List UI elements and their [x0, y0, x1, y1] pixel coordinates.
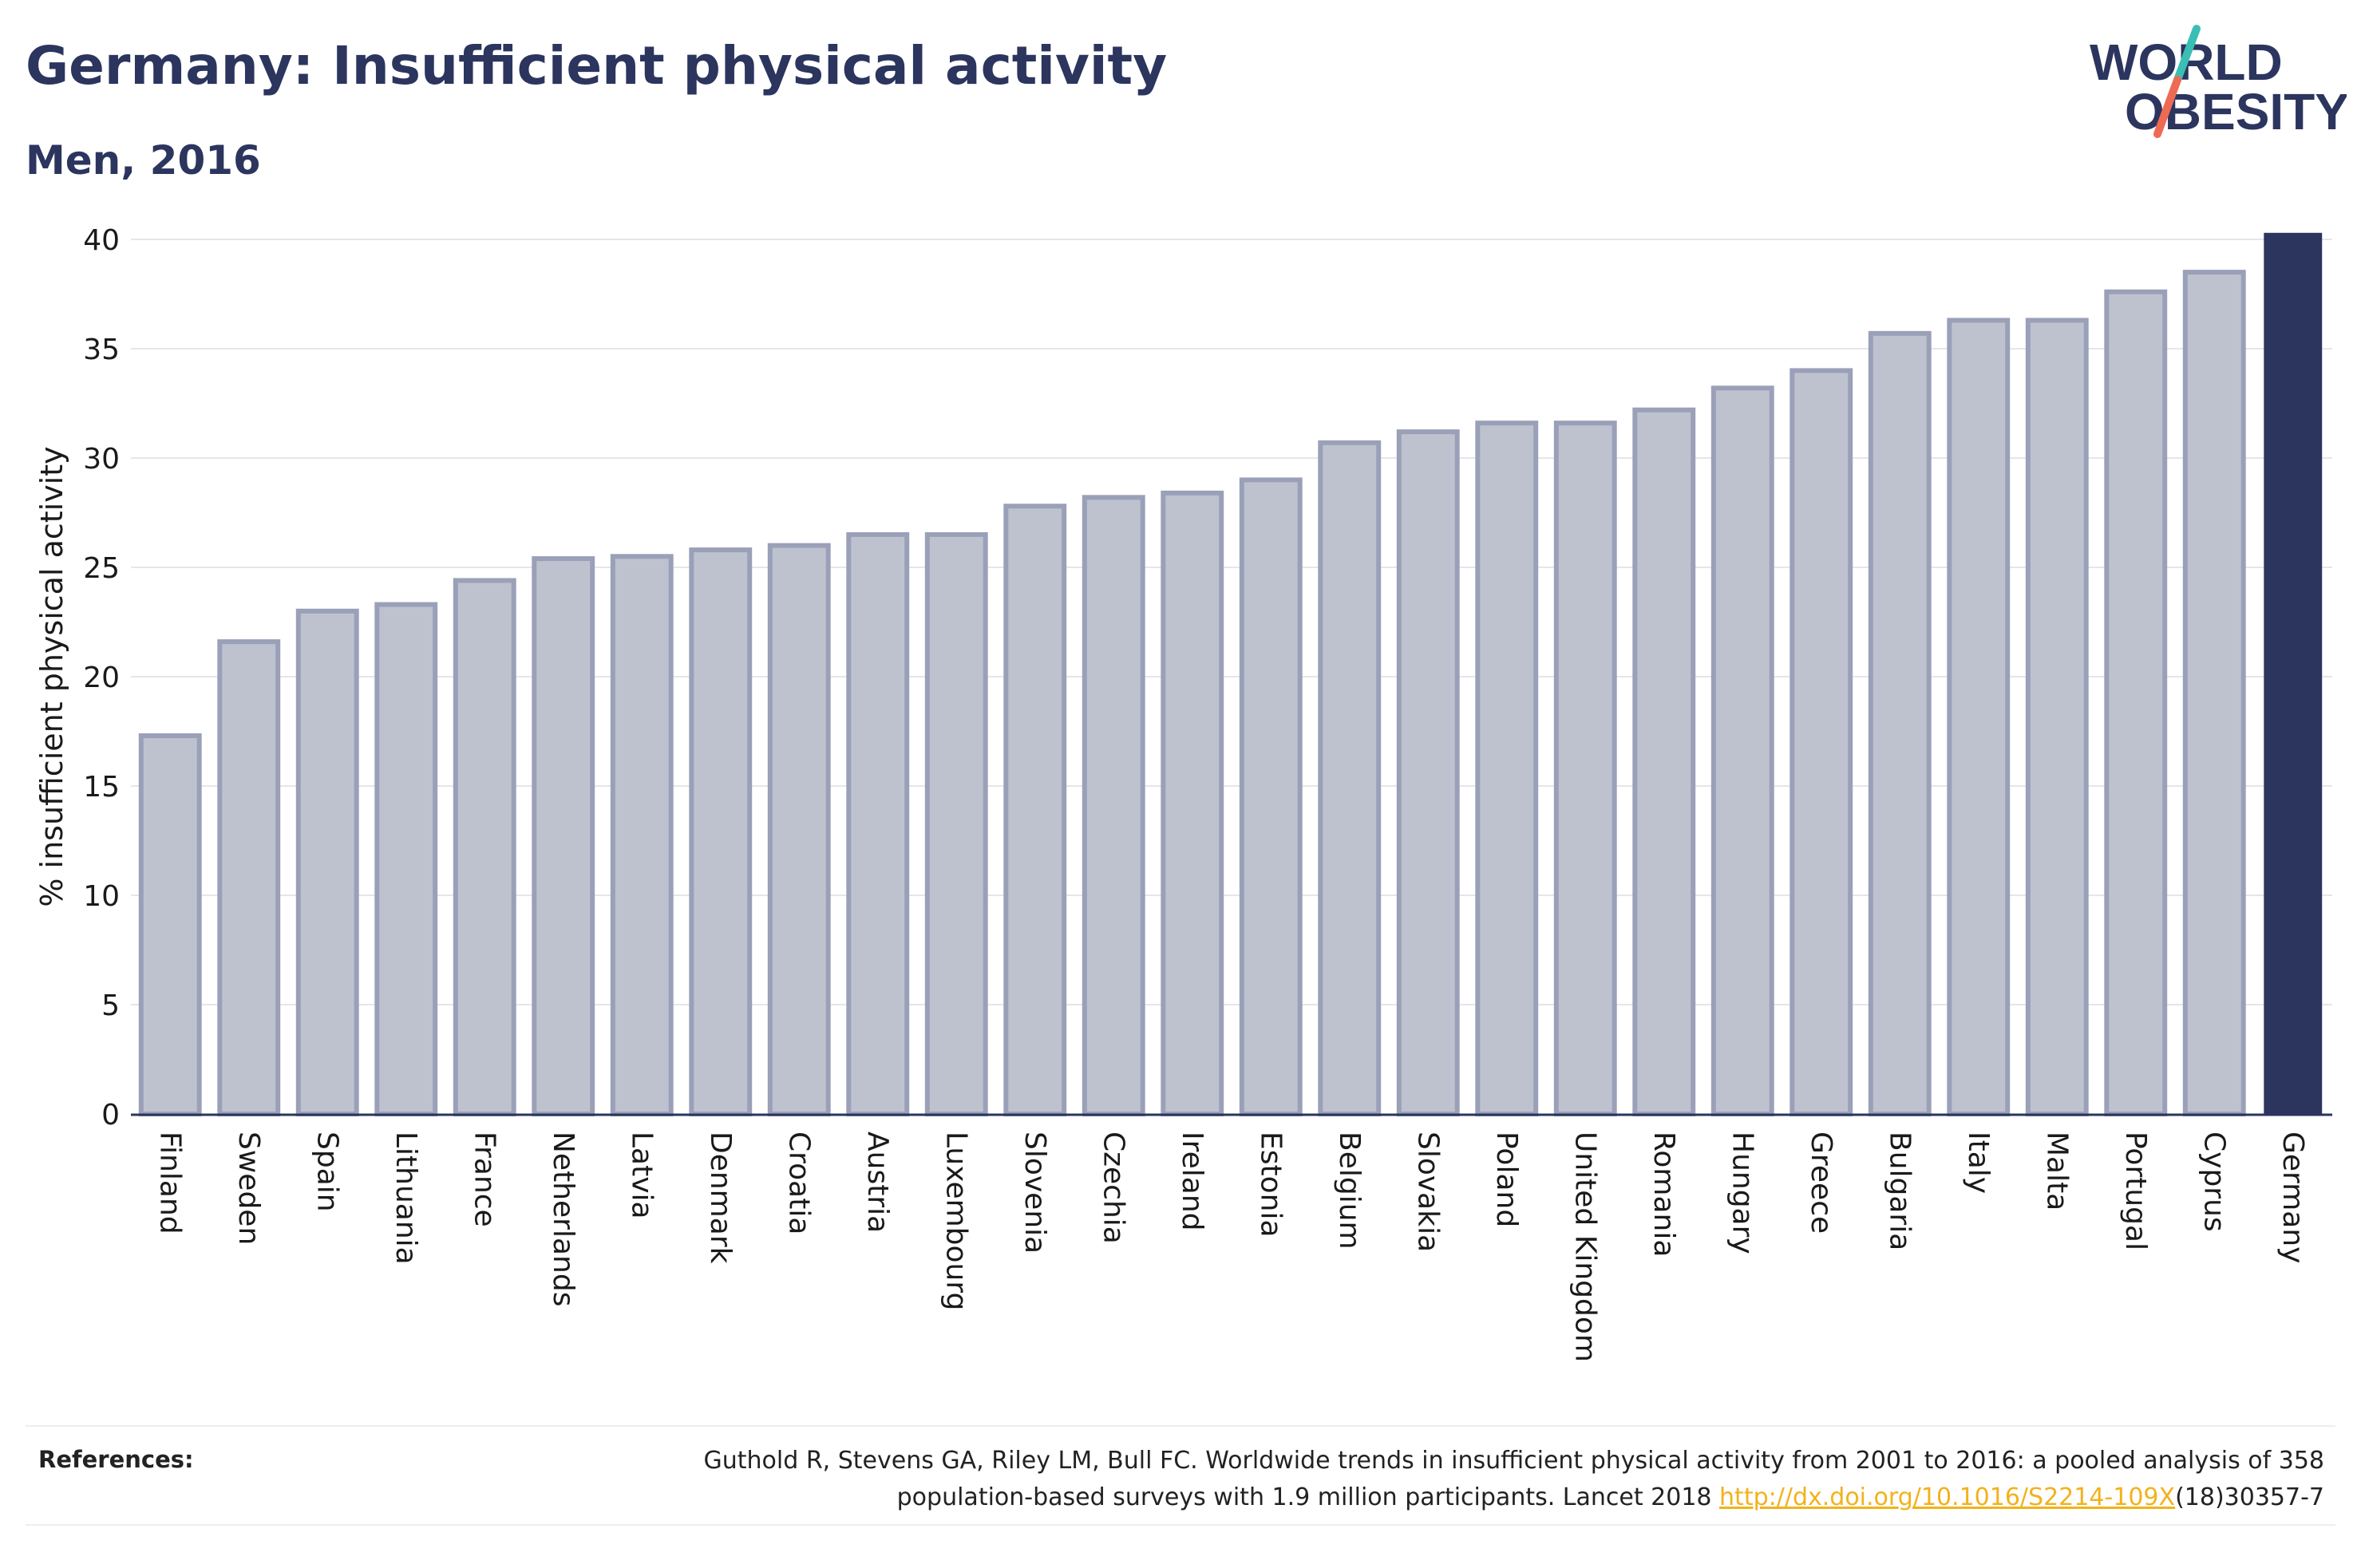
- y-tick-label: 35: [83, 334, 120, 366]
- y-tick-label: 20: [83, 662, 120, 694]
- bar-cyprus: [2182, 270, 2246, 1117]
- x-tick-label: Slovenia: [1018, 1132, 1051, 1254]
- x-tick-label: Cyprus: [2197, 1132, 2230, 1232]
- bar-spain: [295, 608, 359, 1116]
- y-tick-label: 10: [83, 880, 120, 913]
- bars: [138, 232, 2323, 1117]
- references-label: References:: [38, 1446, 194, 1473]
- bar-netherlands: [532, 556, 595, 1116]
- bar-slovenia: [1003, 504, 1067, 1116]
- bar-latvia: [610, 554, 674, 1116]
- x-tick-label: Poland: [1490, 1132, 1523, 1227]
- bar-czechia: [1082, 495, 1145, 1116]
- x-tick-label: Luxembourg: [939, 1132, 972, 1310]
- logo-slash-bottom: [2153, 76, 2181, 138]
- bar-sweden: [217, 639, 281, 1116]
- bar-portugal: [2104, 289, 2168, 1116]
- x-tick-label: Lithuania: [390, 1132, 422, 1265]
- bar-estonia: [1239, 477, 1303, 1116]
- x-tick-label: Denmark: [704, 1132, 737, 1264]
- y-tick-label: 30: [83, 443, 120, 476]
- bar-croatia: [767, 543, 831, 1116]
- bar-lithuania: [374, 602, 438, 1116]
- x-tick-label: Slovakia: [1411, 1132, 1444, 1252]
- references-line-2: population-based surveys with 1.9 millio…: [896, 1483, 1720, 1511]
- x-tick-label: Finland: [153, 1132, 186, 1234]
- bar-italy: [1947, 318, 2011, 1116]
- bar-hungary: [1710, 385, 1774, 1116]
- y-tick-label: 25: [83, 552, 120, 585]
- x-tick-label: Malta: [2040, 1132, 2073, 1211]
- x-tick-label: Sweden: [232, 1132, 265, 1245]
- bar-poland: [1475, 421, 1539, 1116]
- x-tick-label: United Kingdom: [1568, 1132, 1601, 1362]
- x-tick-label: Hungary: [1726, 1132, 1758, 1254]
- bar-bulgaria: [1868, 330, 1932, 1116]
- footer-divider-top: [26, 1425, 2335, 1427]
- x-tick-label: Italy: [1962, 1132, 1995, 1194]
- bar-greece: [1790, 368, 1853, 1116]
- y-tick-label: 5: [101, 989, 120, 1022]
- bar-belgium: [1318, 440, 1382, 1116]
- x-tick-label: Estonia: [1254, 1132, 1287, 1238]
- bar-finland: [138, 733, 202, 1116]
- x-tick-label: Latvia: [625, 1132, 658, 1219]
- bar-ireland: [1161, 490, 1224, 1116]
- references-line-1: Guthold R, Stevens GA, Riley LM, Bull FC…: [703, 1447, 2324, 1475]
- x-tick-label: Greece: [1805, 1132, 1837, 1234]
- bar-france: [453, 578, 516, 1116]
- y-axis-label: % insufficient physical activity: [34, 446, 69, 906]
- x-tick-label: Germany: [2276, 1132, 2309, 1263]
- x-tick-label: Bulgaria: [1883, 1132, 1916, 1250]
- x-tick-label: France: [468, 1132, 500, 1227]
- bar-romania: [1632, 407, 1696, 1116]
- x-tick-label: Croatia: [782, 1132, 815, 1234]
- x-tick-label: Austria: [861, 1132, 894, 1233]
- bar-denmark: [689, 547, 753, 1116]
- x-tick-label: Czechia: [1097, 1132, 1129, 1244]
- x-tick-label: Portugal: [2119, 1132, 2152, 1250]
- bar-malta: [2025, 318, 2089, 1116]
- world-obesity-logo: WORLD OBESITY: [2090, 25, 2347, 140]
- x-tick-label: Spain: [310, 1132, 343, 1212]
- references-text: Guthold R, Stevens GA, Riley LM, Bull FC…: [488, 1443, 2324, 1516]
- bar-luxembourg: [924, 531, 988, 1116]
- x-tick-label: Netherlands: [547, 1132, 579, 1306]
- y-axis-ticks: 0 5 10 15 20 25 30 35 40: [83, 224, 120, 1132]
- footer-divider-bottom: [26, 1524, 2335, 1526]
- references-line-2-end: (18)30357-7: [2175, 1483, 2324, 1511]
- references-doi-link[interactable]: http://dx.doi.org/10.1016/S2214-109X: [1719, 1483, 2176, 1511]
- chart-title: Germany: Insufficient physical activity: [26, 35, 1168, 97]
- bar-united-kingdom: [1553, 421, 1617, 1116]
- y-tick-label: 15: [83, 771, 120, 804]
- x-tick-label: Romania: [1647, 1132, 1680, 1257]
- y-tick-label: 0: [101, 1099, 120, 1132]
- x-axis-ticks: Finland Sweden Spain Lithuania France Netherl…: [153, 1132, 2309, 1362]
- bar-germany: [2264, 232, 2323, 1114]
- bar-slovakia: [1396, 429, 1460, 1116]
- x-tick-label: Ireland: [1176, 1132, 1208, 1231]
- x-tick-label: Belgium: [1333, 1132, 1366, 1250]
- chart-subtitle: Men, 2016: [26, 137, 261, 184]
- bar-austria: [846, 531, 910, 1116]
- logo-slash-top: [2173, 25, 2201, 84]
- y-tick-label: 40: [83, 224, 120, 257]
